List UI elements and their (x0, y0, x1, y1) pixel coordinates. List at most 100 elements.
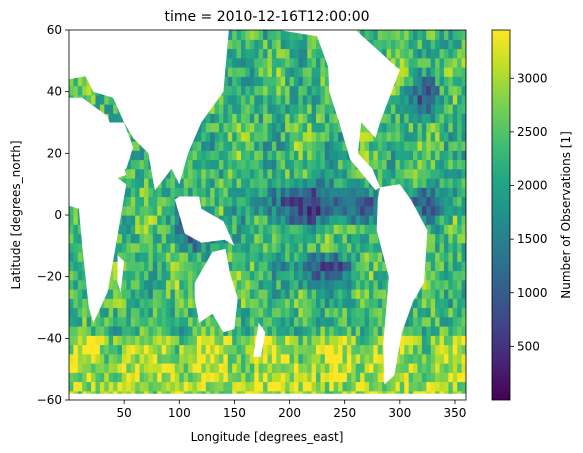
heatmap-cell (249, 215, 255, 225)
heatmap-cell (130, 150, 136, 161)
heatmap-cell (139, 298, 145, 309)
heatmap-cell (280, 141, 286, 151)
heatmap-cell (117, 344, 123, 355)
heatmap-cell (276, 289, 282, 299)
heatmap-cell (426, 344, 432, 355)
heatmap-cell (404, 131, 410, 142)
heatmap-cell (285, 335, 291, 346)
heatmap-cell (293, 233, 299, 244)
heatmap-cell (73, 363, 79, 373)
heatmap-cell (373, 159, 379, 170)
heatmap-cell (413, 326, 419, 336)
heatmap-cell (245, 168, 251, 179)
heatmap-cell (311, 178, 317, 188)
heatmap-cell (377, 159, 383, 170)
heatmap-cell (249, 335, 255, 346)
heatmap-cell (408, 94, 414, 105)
heatmap-cell (218, 159, 224, 170)
heatmap-cell (218, 381, 224, 392)
heatmap-cell (333, 224, 339, 235)
heatmap-cell (426, 104, 432, 114)
heatmap-cell (73, 372, 79, 383)
heatmap-cell (316, 48, 322, 59)
heatmap-cell (298, 252, 304, 262)
heatmap-cell (457, 178, 463, 188)
heatmap-cell (355, 326, 361, 336)
heatmap-cell (289, 215, 295, 225)
heatmap-cell (99, 344, 105, 355)
heatmap-cell (351, 289, 357, 299)
heatmap-cell (254, 168, 260, 179)
heatmap-cell (443, 372, 449, 383)
heatmap-cell (430, 372, 436, 383)
heatmap-cell (236, 196, 242, 207)
heatmap-cell (263, 196, 269, 207)
x-tick-label: 300 (388, 406, 411, 420)
heatmap-cell (232, 242, 238, 253)
heatmap-cell (395, 113, 401, 124)
heatmap-cell (218, 344, 224, 355)
heatmap-cell (316, 57, 322, 68)
heatmap-cell (307, 372, 313, 383)
heatmap-cell (201, 187, 207, 198)
heatmap-cell (280, 261, 286, 272)
heatmap-cell (271, 85, 277, 96)
heatmap-cell (302, 150, 308, 161)
heatmap-cell (267, 187, 273, 198)
heatmap-cell (417, 94, 423, 105)
heatmap-cell (254, 48, 260, 59)
heatmap-cell (346, 252, 352, 262)
heatmap-cell (364, 224, 370, 235)
heatmap-cell (263, 233, 269, 244)
heatmap-cell (108, 344, 114, 355)
heatmap-cell (271, 57, 277, 68)
heatmap-cell (448, 316, 454, 327)
heatmap-cell (254, 94, 260, 105)
heatmap-cell (351, 335, 357, 346)
heatmap-cell (404, 381, 410, 392)
heatmap-cell (223, 104, 229, 114)
heatmap-cell (457, 307, 463, 318)
heatmap-cell (289, 67, 295, 77)
heatmap-cell (373, 381, 379, 392)
heatmap-cell (408, 150, 414, 161)
heatmap-cell (232, 178, 238, 188)
heatmap-cell (439, 363, 445, 373)
heatmap-cell (267, 122, 273, 133)
heatmap-cell (121, 298, 127, 309)
heatmap-cell (386, 39, 392, 50)
heatmap-cell (267, 85, 273, 96)
heatmap-cell (448, 48, 454, 59)
heatmap-cell (143, 252, 149, 262)
heatmap-cell (174, 233, 180, 244)
heatmap-cell (245, 233, 251, 244)
heatmap-cell (236, 122, 242, 133)
heatmap-cell (166, 168, 172, 179)
heatmap-cell (245, 205, 251, 216)
heatmap-cell (333, 335, 339, 346)
heatmap-cell (121, 215, 127, 225)
heatmap-cell (320, 335, 326, 346)
heatmap-cell (201, 196, 207, 207)
heatmap-cell (236, 94, 242, 105)
heatmap-cell (439, 372, 445, 383)
heatmap-cell (245, 270, 251, 281)
heatmap-cell (408, 30, 414, 40)
heatmap-cell (298, 307, 304, 318)
heatmap-cell (421, 372, 427, 383)
heatmap-cell (377, 353, 383, 364)
heatmap-cell (346, 270, 352, 281)
heatmap-cell (426, 335, 432, 346)
heatmap-cell (271, 122, 277, 133)
heatmap-cell (311, 224, 317, 235)
heatmap-cell (439, 298, 445, 309)
heatmap-cell (457, 316, 463, 327)
heatmap-cell (324, 104, 330, 114)
heatmap-cell (346, 196, 352, 207)
heatmap-cell (276, 316, 282, 327)
heatmap-cell (430, 159, 436, 170)
heatmap-cell (329, 242, 335, 253)
heatmap-cell (130, 168, 136, 179)
